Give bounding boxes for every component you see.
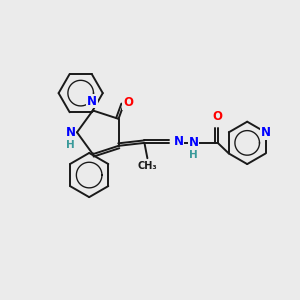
Text: O: O <box>212 110 223 123</box>
Text: H: H <box>189 150 198 160</box>
Text: CH₃: CH₃ <box>138 160 157 171</box>
Text: N: N <box>65 126 76 139</box>
Text: N: N <box>261 126 271 139</box>
Text: N: N <box>189 136 199 149</box>
Text: H: H <box>66 140 75 150</box>
Text: N: N <box>87 94 97 107</box>
Text: O: O <box>123 96 133 109</box>
Text: N: N <box>174 135 184 148</box>
